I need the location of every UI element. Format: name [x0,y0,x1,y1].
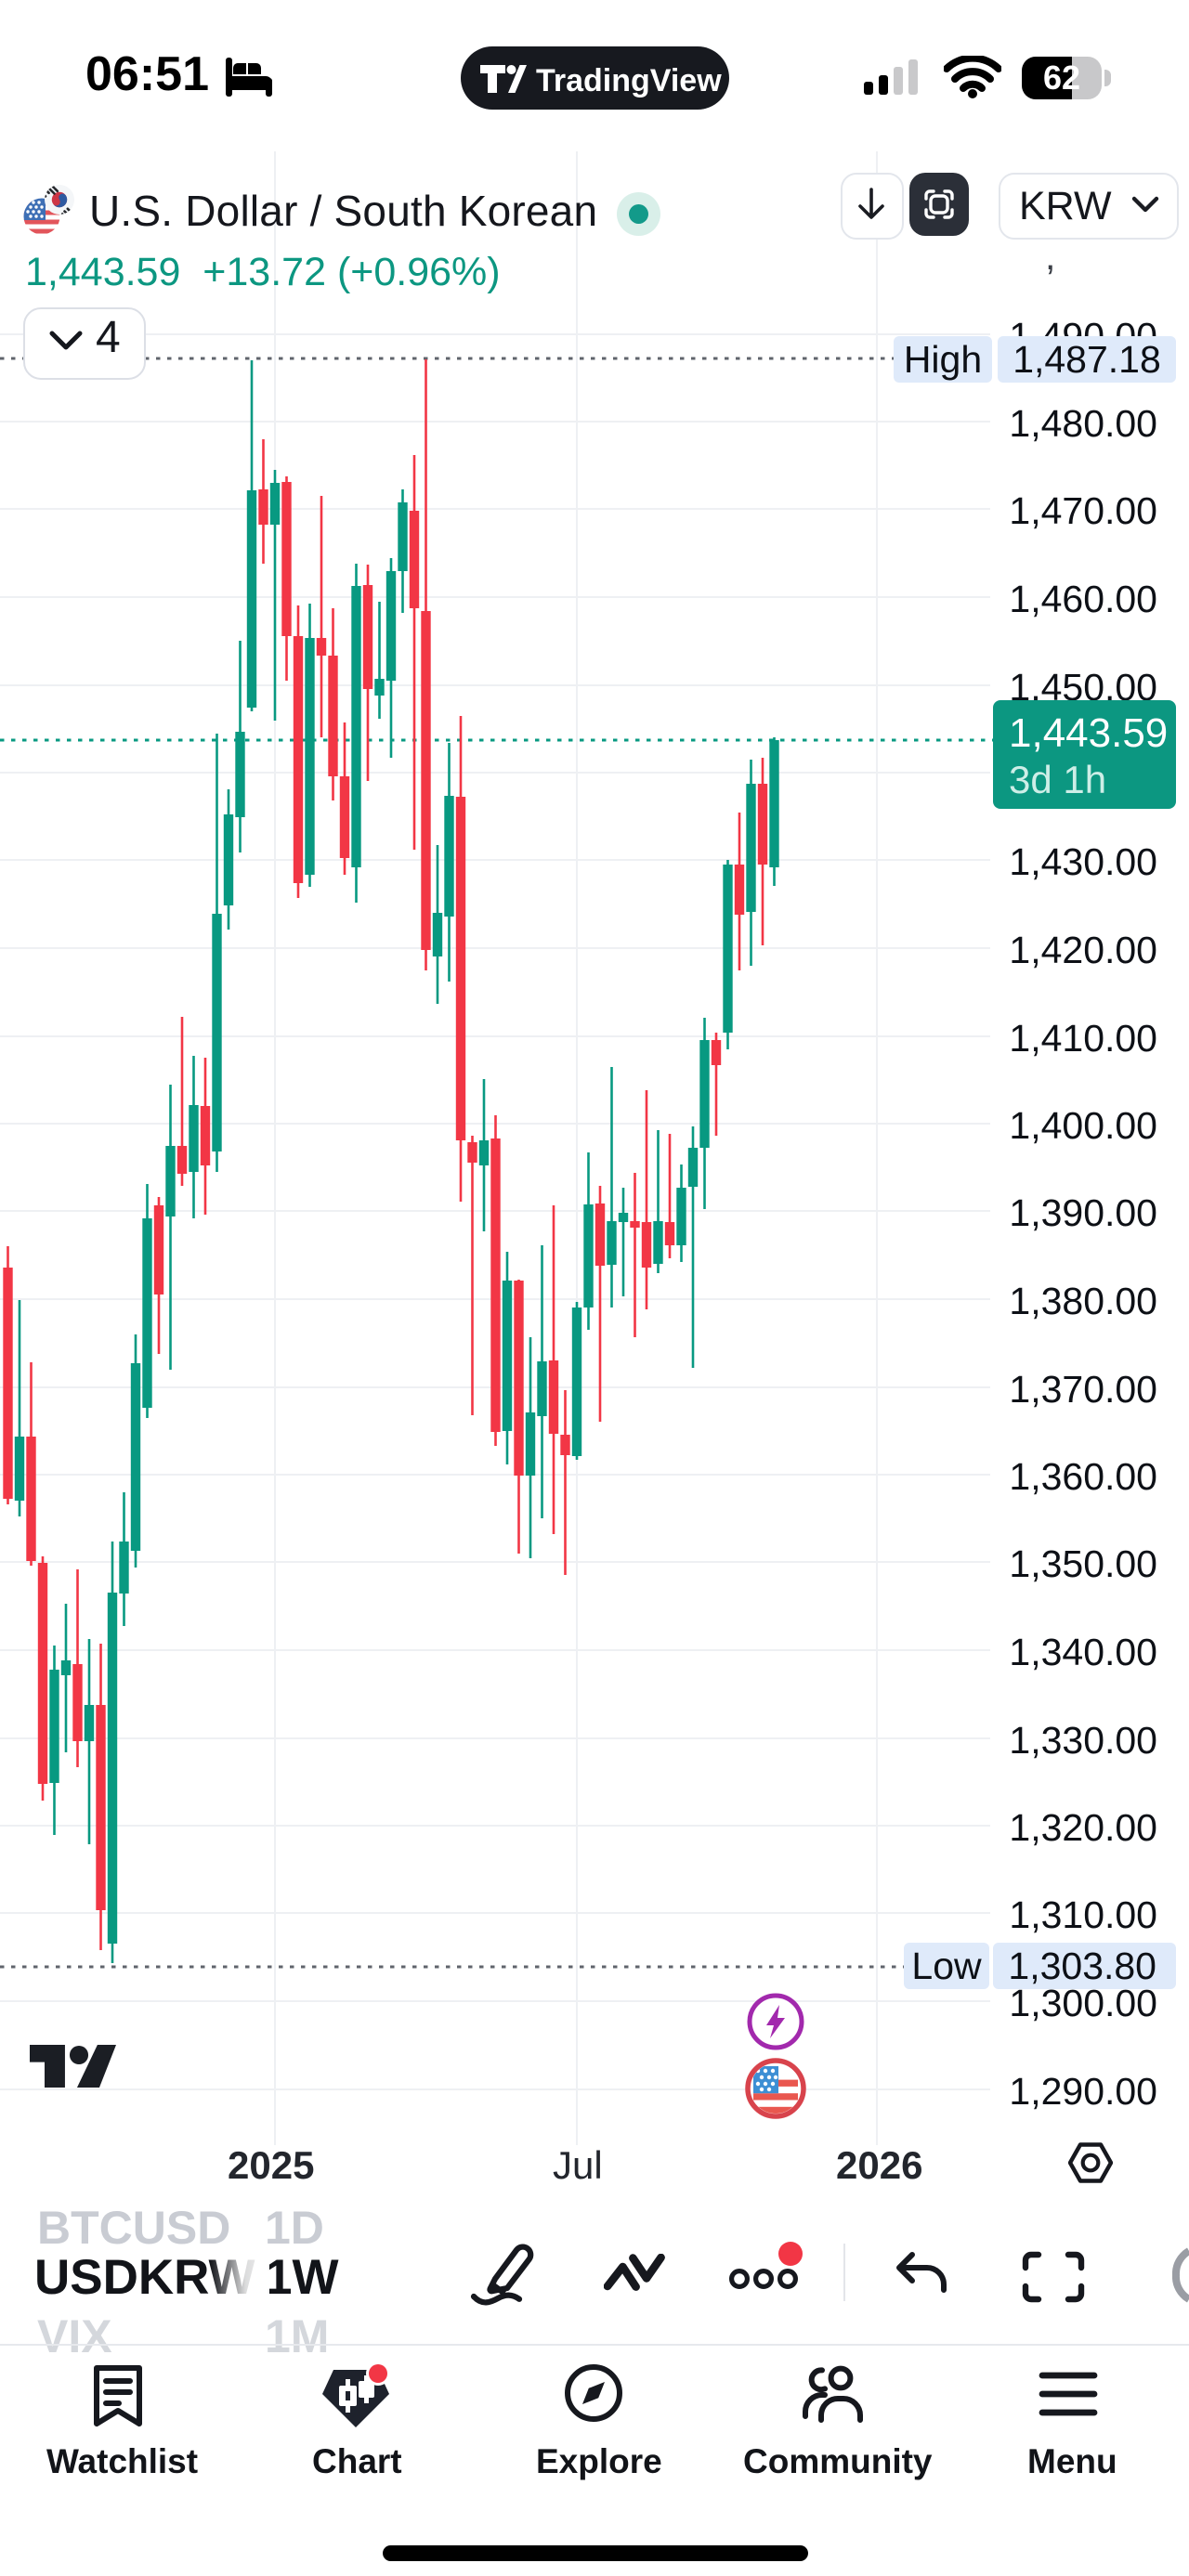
svg-text:1,330.00: 1,330.00 [1009,1719,1157,1762]
svg-text:1,310.00: 1,310.00 [1009,1893,1157,1936]
svg-text:1,370.00: 1,370.00 [1009,1368,1157,1411]
svg-text:1,470.00: 1,470.00 [1009,489,1157,532]
svg-text:1,400.00: 1,400.00 [1009,1104,1157,1147]
svg-text:1,350.00: 1,350.00 [1009,1542,1157,1585]
svg-text:1,410.00: 1,410.00 [1009,1017,1157,1060]
svg-text:1,390.00: 1,390.00 [1009,1191,1157,1234]
svg-text:1,290.00: 1,290.00 [1009,2070,1157,2113]
svg-text:1,360.00: 1,360.00 [1009,1455,1157,1498]
svg-text:1,430.00: 1,430.00 [1009,840,1157,883]
svg-text:1,320.00: 1,320.00 [1009,1806,1157,1849]
svg-text:,: , [1045,235,1055,278]
svg-text:1,340.00: 1,340.00 [1009,1631,1157,1673]
svg-text:1,460.00: 1,460.00 [1009,578,1157,620]
svg-text:1,420.00: 1,420.00 [1009,929,1157,971]
svg-text:1,380.00: 1,380.00 [1009,1280,1157,1322]
svg-text:1,480.00: 1,480.00 [1009,402,1157,445]
